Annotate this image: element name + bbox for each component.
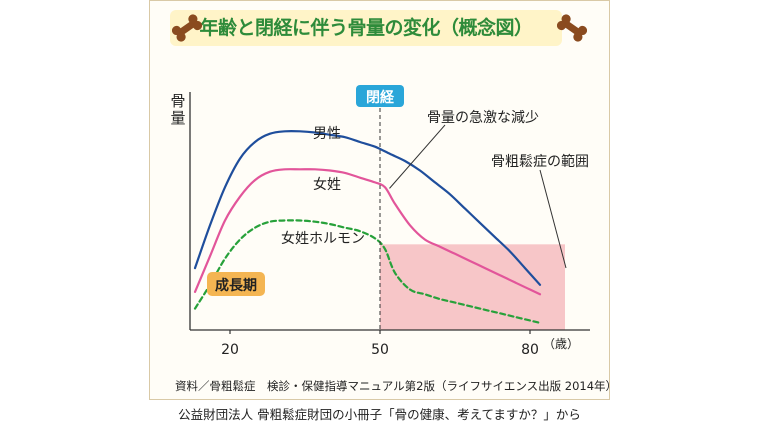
x-tick-label: 20 [221,342,239,358]
osteoporosis-leader [539,169,567,269]
y-axis-label-char: 骨 [170,92,185,110]
title-banner [170,10,562,46]
osteoporosis-area [380,244,565,330]
series-label: 女姓 [313,176,341,193]
bone-icon [171,14,203,42]
bone-knob [561,14,571,24]
source-note: 資料／骨粗鬆症 検診・保健指導マニュアル第2版（ライフサイエンス出版 2014年… [175,379,618,393]
y-axis-label-char: 量 [170,109,185,127]
bone-knob [577,25,588,36]
sharp-decrease-label: 骨量の急激な減少 [427,109,539,126]
bone-knob [192,20,203,31]
osteoporosis-region [380,244,565,330]
bone-knob [188,14,198,24]
bone-knob [573,32,583,42]
growth-label: 成長期 [215,277,257,294]
series-lines [193,129,542,324]
series-line [193,219,542,324]
x-tick-label: 80 [521,342,539,358]
axes: 20 50 80 （歳） 骨量 [170,92,590,358]
bone-knob [176,32,186,42]
menopause-label: 閉経 [366,89,395,106]
osteoporosis-label: 骨粗鬆症の範囲 [491,153,589,170]
series-line [193,129,542,286]
bone-icons [171,14,588,42]
chart-title: 年齢と閉経に伴う骨量の変化（概念図） [199,17,533,39]
series-line [193,168,542,296]
caption: 公益財団法人 骨粗鬆症財団の小冊子「骨の健康、考えてますか？」から [178,407,581,422]
menopause-badge [356,85,404,107]
sharp-decrease-leader [389,124,446,189]
bone-icon [556,14,588,42]
bone-knob [556,20,567,31]
x-axis-unit: （歳） [543,337,579,351]
series-label: 男性 [313,126,341,142]
bone-shaft [563,20,581,36]
growth-badge [207,272,265,296]
x-tick-label: 50 [371,342,389,358]
bone-shaft [178,20,196,36]
series-label: 女姓ホルモン [281,230,365,247]
bone-knob [171,25,182,36]
